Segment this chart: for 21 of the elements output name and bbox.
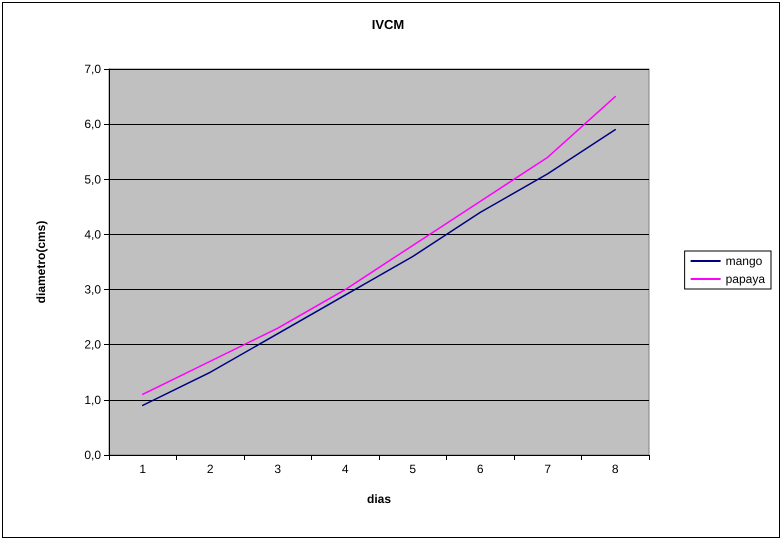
y-tick-label: 4,0 — [84, 227, 102, 242]
x-tick-label: 8 — [612, 462, 619, 476]
y-tick-label: 1,0 — [84, 392, 102, 407]
y-tick-label: 5,0 — [84, 172, 102, 186]
chart-title: IVCM — [372, 17, 404, 32]
y-axis-title: diametro(cms) — [34, 220, 48, 304]
x-tick-label: 5 — [409, 462, 416, 476]
y-tick-label: 6,0 — [84, 117, 102, 132]
x-tick-label: 3 — [274, 462, 282, 476]
y-tick-label: 3,0 — [84, 282, 102, 297]
y-tick-label: 2,0 — [84, 338, 102, 352]
x-tick-label: 6 — [476, 462, 484, 476]
legend-label: papaya — [726, 272, 766, 286]
x-tick-label: 7 — [544, 462, 552, 476]
y-tick-label: 0,0 — [84, 448, 102, 462]
x-axis-title: dias — [366, 492, 392, 506]
x-tick-label: 2 — [206, 462, 214, 476]
y-tick-label: 7,0 — [84, 62, 102, 76]
legend-label: mango — [726, 254, 763, 268]
x-tick-label: 4 — [342, 462, 349, 476]
x-tick-label: 1 — [139, 462, 146, 476]
